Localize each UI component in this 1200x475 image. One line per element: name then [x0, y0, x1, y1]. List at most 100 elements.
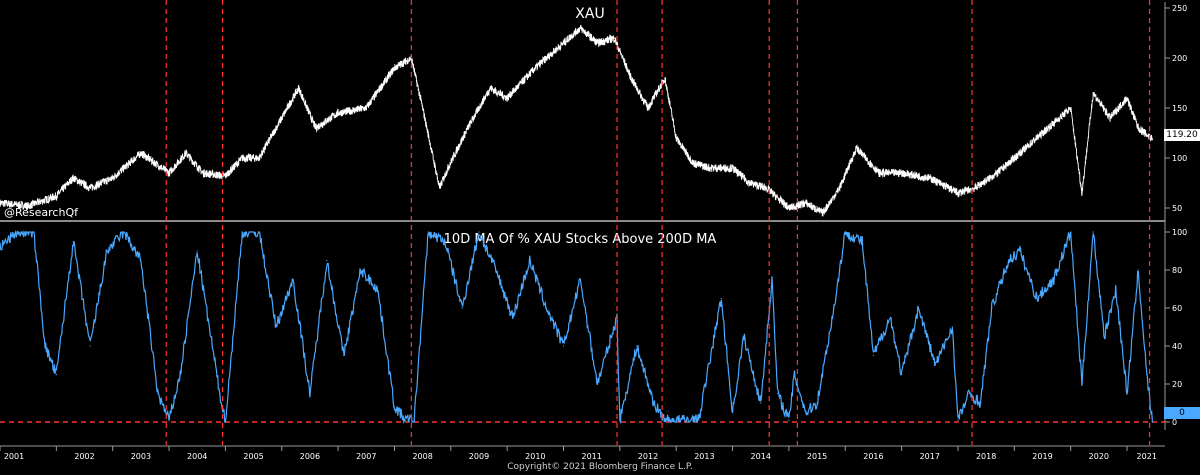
data-point [438, 187, 441, 189]
data-point [33, 231, 35, 233]
x-tick-label: 2006 [300, 452, 320, 461]
data-point [1008, 259, 1010, 262]
y-tick-label: 0 [1172, 418, 1177, 427]
data-point [951, 326, 953, 328]
data-point [788, 419, 790, 421]
y-tick-label: 60 [1172, 304, 1182, 313]
data-point [55, 373, 57, 376]
data-point [467, 127, 469, 129]
data-point [1151, 421, 1153, 423]
data-point [996, 172, 999, 174]
x-tick-label: 2005 [243, 452, 263, 461]
data-point [196, 250, 198, 252]
data-point [1137, 269, 1139, 271]
data-point [788, 207, 790, 209]
y-tick-label: 20 [1172, 380, 1182, 389]
y-tick-label: 100 [1172, 228, 1187, 237]
y-tick-label: 200 [1172, 54, 1187, 63]
data-point [1036, 297, 1038, 300]
data-point [765, 187, 767, 189]
data-point [748, 182, 751, 184]
data-point [168, 172, 170, 174]
data-point [557, 47, 559, 49]
x-tick-label: 2007 [356, 452, 376, 461]
data-point [805, 411, 807, 414]
data-point [393, 67, 396, 69]
data-point [901, 172, 903, 174]
data-point [140, 152, 142, 154]
data-point [343, 354, 345, 357]
data-point [596, 42, 598, 44]
data-point [731, 411, 734, 414]
y-tick-label: 250 [1172, 4, 1187, 13]
y-tick-label: 40 [1172, 342, 1182, 351]
x-tick-label: 2011 [581, 452, 601, 461]
x-tick-label: 2019 [1032, 452, 1052, 461]
last-price-badge: 119.20 [1164, 129, 1200, 141]
data-point [534, 67, 536, 69]
data-point [929, 177, 931, 179]
y-tick-label: 150 [1172, 104, 1187, 113]
data-point [337, 112, 339, 114]
data-point [219, 392, 221, 395]
data-point [979, 402, 982, 404]
data-point [360, 269, 362, 271]
x-tick-label: 2017 [920, 452, 940, 461]
x-tick-label: 2008 [412, 452, 432, 461]
data-point [89, 345, 91, 347]
data-point [1126, 97, 1128, 99]
data-point [55, 195, 57, 197]
data-point [89, 187, 91, 189]
data-point [72, 177, 74, 179]
data-point [957, 192, 959, 194]
x-tick-label: 2014 [751, 452, 771, 461]
data-point [664, 419, 666, 421]
data-point [1081, 383, 1083, 385]
data-point [675, 137, 677, 139]
data-point [1092, 231, 1094, 233]
data-point [281, 117, 283, 119]
x-tick-label: 2013 [694, 452, 714, 461]
data-point [1013, 157, 1015, 159]
copyright-text: Copyright© 2021 Bloomberg Finance L.P. [507, 462, 693, 472]
data-point [596, 383, 598, 385]
data-point [495, 269, 497, 271]
data-point [1146, 373, 1148, 376]
data-point [512, 316, 514, 319]
data-point [157, 392, 159, 395]
data-point [314, 127, 317, 129]
data-point [365, 107, 367, 109]
data-point [447, 167, 449, 169]
data-point [793, 373, 796, 376]
data-point [298, 87, 300, 89]
last-pct-badge: 0 [1164, 407, 1200, 419]
panel-pct-above-200d: 0 20 40 60 80 100 10D MA Of % XAU Stocks Above… [0, 226, 1187, 430]
data-point [461, 307, 463, 309]
data-point [692, 162, 694, 164]
data-point [106, 250, 108, 252]
data-point [258, 231, 260, 233]
data-point [258, 157, 260, 159]
x-tick-label: 2010 [525, 452, 545, 461]
panel-xau-price: 50 100 150 200 250 XAU [0, 2, 1187, 226]
data-point [1053, 278, 1055, 281]
data-point [168, 419, 170, 421]
data-point [636, 345, 638, 347]
data-point [72, 240, 74, 243]
data-point [241, 157, 243, 159]
data-point [44, 345, 46, 347]
data-point [16, 231, 18, 233]
data-point [224, 421, 227, 423]
data-point [861, 240, 863, 243]
data-point [805, 202, 807, 204]
x-tick-label: 2015 [807, 452, 827, 461]
data-point [478, 231, 480, 233]
data-point [27, 205, 29, 207]
data-point [630, 77, 632, 79]
data-point [1151, 138, 1153, 140]
data-point [241, 231, 243, 233]
data-point [405, 419, 407, 421]
data-point [720, 297, 722, 300]
data-point [901, 373, 903, 376]
